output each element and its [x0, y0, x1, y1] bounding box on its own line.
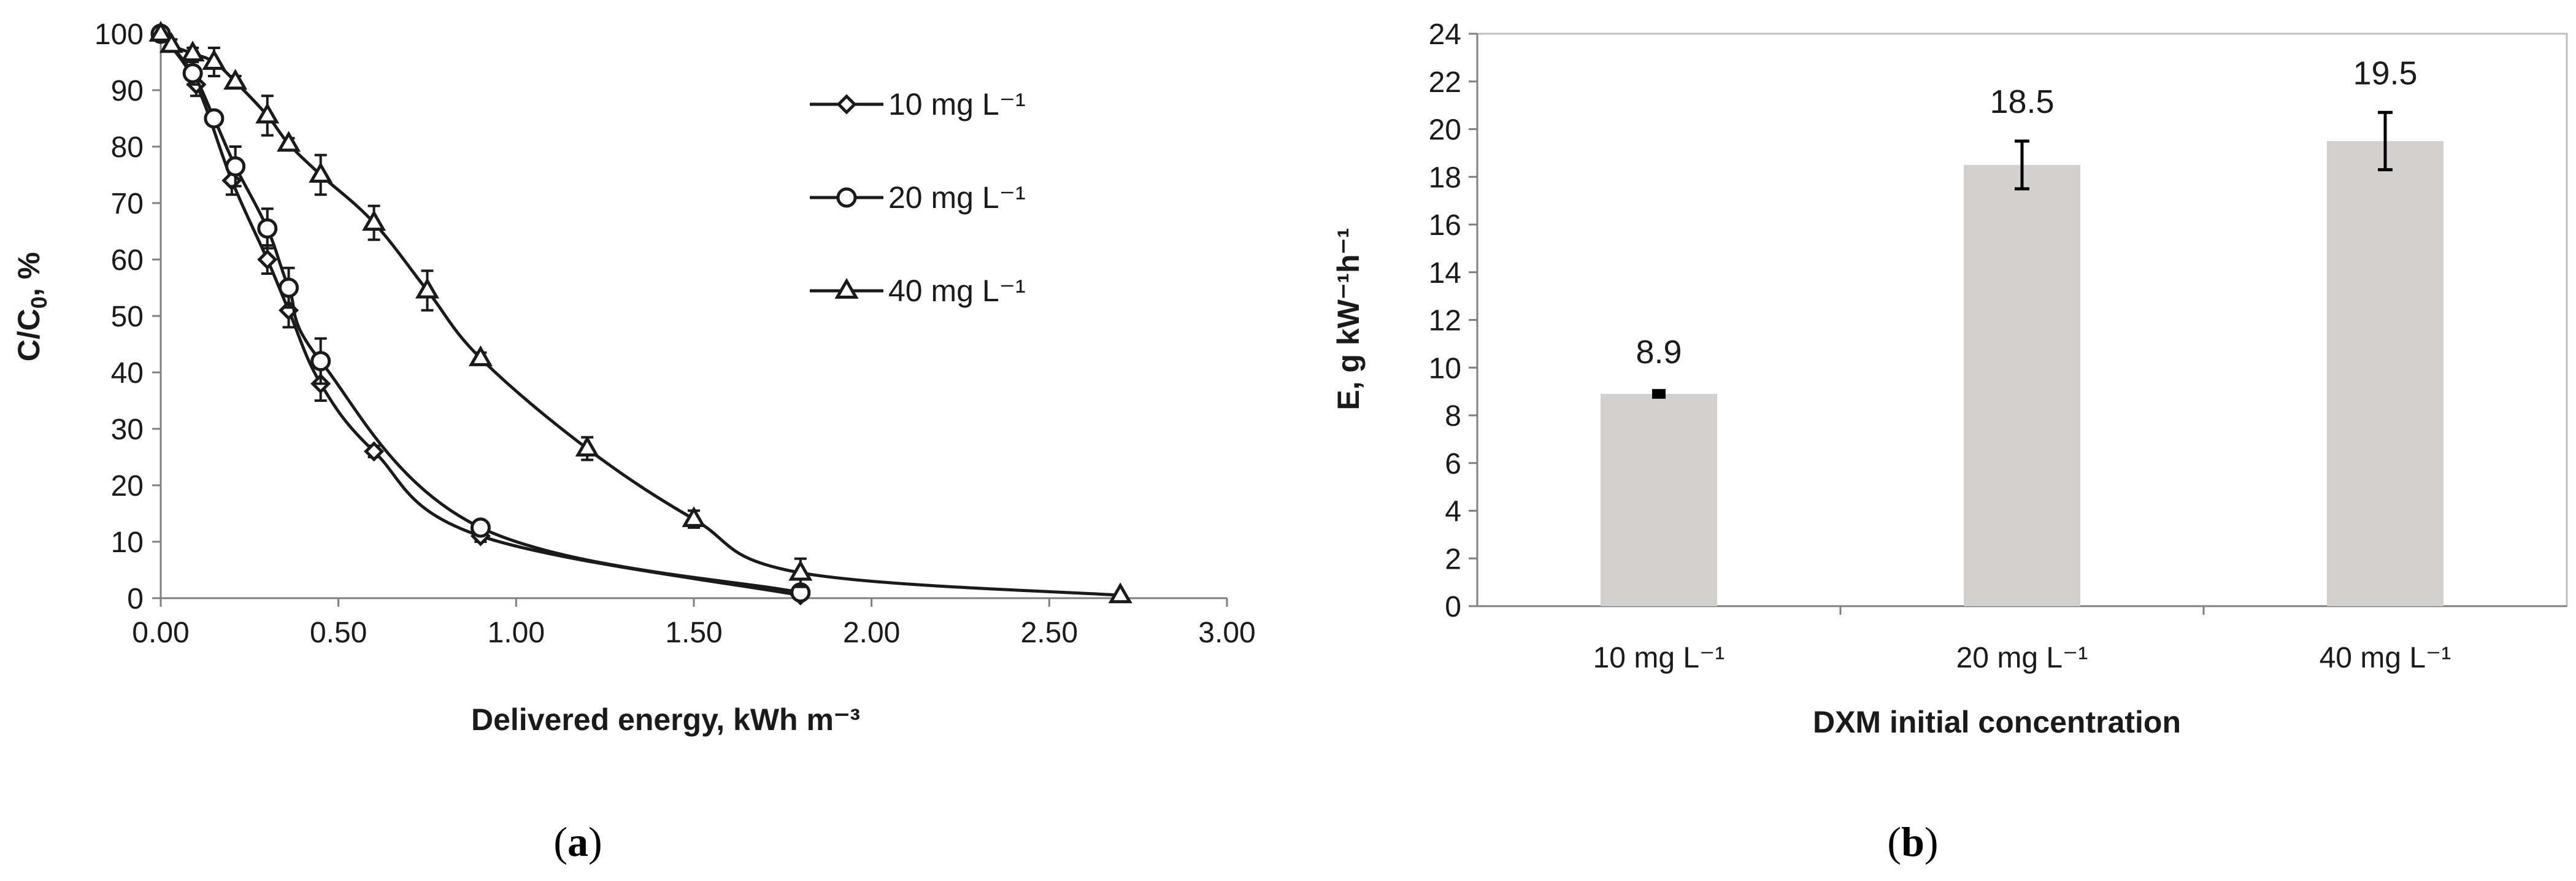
panel-b-error-bar [1652, 389, 1666, 399]
panel-a-point-triangle [1108, 582, 1132, 604]
panel-a-chart: 0 10 20 30 40 50 60 70 80 90 100 0.00 0.50 1.00 1.50 2.… [12, 18, 1256, 737]
panel-a-legend-label: 20 mg L⁻¹ [888, 180, 1026, 215]
panel-b-bar [2327, 140, 2443, 606]
panel-a-point-circle [182, 63, 203, 83]
panel-a-x-tick-label: 3.00 [1198, 617, 1255, 649]
panel-a-y-tick-label: 90 [111, 75, 144, 107]
panel-a-y-tick-label: 30 [111, 414, 144, 446]
panel-a-point-triangle [788, 560, 813, 581]
panel-b-category-label: 10 mg L⁻¹ [1593, 642, 1725, 674]
panel-b-category-label: 40 mg L⁻¹ [2320, 642, 2451, 674]
panel-a-point-circle [204, 108, 225, 129]
panel-b-y-tick-label: 8 [1445, 400, 1461, 433]
panel-a-point-triangle [415, 277, 440, 299]
panel-a-label-close: ) [588, 818, 602, 865]
panel-b-label: (b) [1887, 818, 1938, 865]
panel-b-label-open: ( [1887, 818, 1901, 865]
panel-a-point-triangle [255, 102, 280, 124]
panel-a-point-circle [279, 277, 299, 298]
panel-a-y-axis-title-main: C/C [12, 309, 46, 361]
panel-a-x-axis-title: Delivered energy, kWh m⁻³ [471, 702, 860, 737]
panel-a-point-circle [225, 156, 246, 177]
panel-a-point-triangle [309, 161, 333, 183]
panel-b-value-label: 8.9 [1636, 334, 1682, 371]
panel-a-x-tick-label: 2.50 [1021, 617, 1078, 649]
panel-a-legend-label: 40 mg L⁻¹ [888, 274, 1026, 308]
panel-b-value-label: 19.5 [2353, 55, 2417, 91]
panel-a-point-triangle [202, 48, 226, 70]
panel-a-legend: 10 mg L⁻¹ 20 mg L⁻¹ 40 mg L⁻¹ [810, 87, 1026, 308]
panel-a-legend-marker-triangle [834, 277, 859, 299]
panel-a-legend-label: 10 mg L⁻¹ [888, 87, 1026, 121]
panel-a-y-tick-label: 40 [111, 357, 144, 390]
panel-a-x-tick-label: 0.50 [310, 617, 367, 649]
panel-a-point-diamond [364, 441, 385, 462]
panel-a-tick-labels: 0 10 20 30 40 50 60 70 80 90 100 0.00 0.50 1.00 1.50 2.… [94, 18, 1256, 649]
panel-b-y-tick-label: 22 [1429, 66, 1461, 99]
panel-a-y-tick-label: 20 [111, 470, 144, 502]
panel-b-y-tick-label: 6 [1445, 448, 1461, 480]
panel-b-y-tick-label: 18 [1429, 161, 1461, 194]
panel-a-x-tick-label: 0.00 [132, 617, 189, 649]
panel-a-series-line [160, 33, 801, 594]
panel-a-legend-marker-circle [836, 187, 857, 208]
panel-b-y-tick-label: 20 [1429, 114, 1461, 147]
panel-a-point-circle [470, 517, 491, 538]
panel-b-y-tick-label: 2 [1445, 543, 1461, 575]
panel-a-series [148, 20, 1132, 606]
panel-a-y-axis-title: C/C0, % [12, 252, 52, 361]
panel-a-point-circle [257, 218, 278, 239]
panel-b-y-tick-label: 14 [1429, 257, 1461, 290]
panel-a-x-tick-label: 1.50 [665, 617, 722, 649]
panel-b-y-axis-title: E, g kW⁻¹h⁻¹ [1331, 228, 1366, 410]
panel-b-bar [1601, 394, 1717, 606]
panel-a-point-diamond [257, 249, 278, 270]
panel-a-label: (a) [553, 818, 602, 865]
panel-a-point-triangle [180, 40, 205, 62]
panel-a-point-triangle [159, 32, 183, 53]
panel-b-label-letter: b [1901, 818, 1924, 865]
panel-a-y-axis-title-subscript: 0 [26, 296, 52, 309]
panel-a-label-open: ( [553, 818, 567, 865]
panel-a-y-tick-label: 0 [127, 583, 144, 615]
panel-a-point-circle [310, 351, 331, 372]
panel-a-point-triangle [575, 436, 599, 457]
panel-a-y-axis-title-suffix: , % [12, 252, 46, 296]
panel-b-y-tick-label: 10 [1429, 352, 1461, 385]
panel-b-label-close: ) [1924, 818, 1939, 865]
panel-a-y-tick-label: 80 [111, 131, 144, 164]
panel-a-label-letter: a [567, 818, 588, 865]
panel-b-y-tick-label: 4 [1445, 496, 1461, 528]
panel-b-bars: 8.9 18.5 19.5 [1601, 55, 2443, 606]
panel-b-value-label: 18.5 [1990, 83, 2054, 120]
panel-b-x-axis-title: DXM initial concentration [1813, 705, 2181, 739]
panel-a-point-triangle [148, 20, 173, 42]
panel-a-x-tick-label: 1.00 [488, 617, 545, 649]
panel-b-y-tick-label: 0 [1445, 591, 1461, 623]
panel-a-y-tick-label: 100 [94, 18, 144, 51]
panel-a-y-tick-label: 60 [111, 244, 144, 277]
panel-a-point-triangle [682, 506, 706, 528]
panel-a-point-triangle [223, 69, 248, 90]
panel-a-legend-marker-diamond [836, 94, 857, 115]
panel-a-point-triangle [362, 210, 386, 231]
panel-b-y-tick-label: 16 [1429, 209, 1461, 242]
panel-a-series-line [159, 33, 801, 597]
panel-a-y-tick-label: 10 [111, 526, 144, 559]
panel-a-y-tick-label: 70 [111, 188, 144, 220]
panel-b-y-tick-label: 12 [1429, 305, 1461, 337]
panel-b-y-tick-label: 24 [1429, 18, 1461, 51]
panel-a-point-triangle [277, 131, 301, 152]
panel-a-point-triangle [468, 345, 493, 366]
panel-b-bar [1964, 164, 2080, 606]
panel-b-category-label: 20 mg L⁻¹ [1956, 642, 2088, 674]
panel-a-x-tick-label: 2.00 [843, 617, 900, 649]
panel-a-y-tick-label: 50 [111, 301, 144, 333]
